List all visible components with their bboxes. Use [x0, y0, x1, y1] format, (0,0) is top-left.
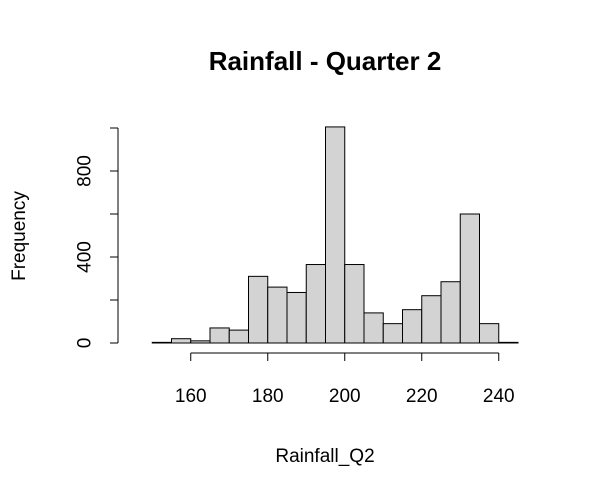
bars-group: [151, 126, 519, 344]
x-tick-label: 220: [406, 386, 438, 407]
x-axis: 160 180 200 220 240: [175, 352, 515, 407]
histogram-bar: [479, 323, 500, 344]
histogram-bar: [267, 286, 288, 344]
y-axis: 0 400 800: [75, 127, 119, 349]
histogram-bar: [209, 327, 230, 344]
x-tick-label: 200: [329, 386, 361, 407]
y-tick-label: 0: [75, 338, 96, 349]
histogram-bar: [363, 312, 384, 344]
histogram-bar: [305, 264, 326, 344]
x-tick-label: 240: [483, 386, 515, 407]
y-tick-label: 400: [75, 241, 96, 273]
histogram-bar: [171, 338, 192, 344]
histogram-bar: [402, 309, 423, 344]
histogram-bar: [382, 323, 403, 344]
histogram-bar: [421, 295, 442, 344]
x-tick-label: 160: [175, 386, 207, 407]
histogram-bar: [286, 291, 307, 344]
chart-title: Rainfall - Quarter 2: [209, 46, 442, 76]
y-tick-label: 800: [75, 155, 96, 187]
histogram-bar: [344, 264, 365, 344]
histogram-bar: [440, 281, 461, 344]
histogram-bar: [228, 329, 249, 344]
histogram-bar: [248, 275, 269, 344]
x-axis-label: Rainfall_Q2: [275, 446, 374, 467]
histogram-bar: [325, 126, 346, 344]
histogram-bar: [459, 213, 480, 344]
histogram-bar: [190, 340, 211, 344]
histogram-bar: [151, 341, 172, 344]
x-tick-label: 180: [252, 386, 284, 407]
y-axis-label: Frequency: [9, 191, 30, 281]
histogram-bar: [498, 341, 519, 344]
